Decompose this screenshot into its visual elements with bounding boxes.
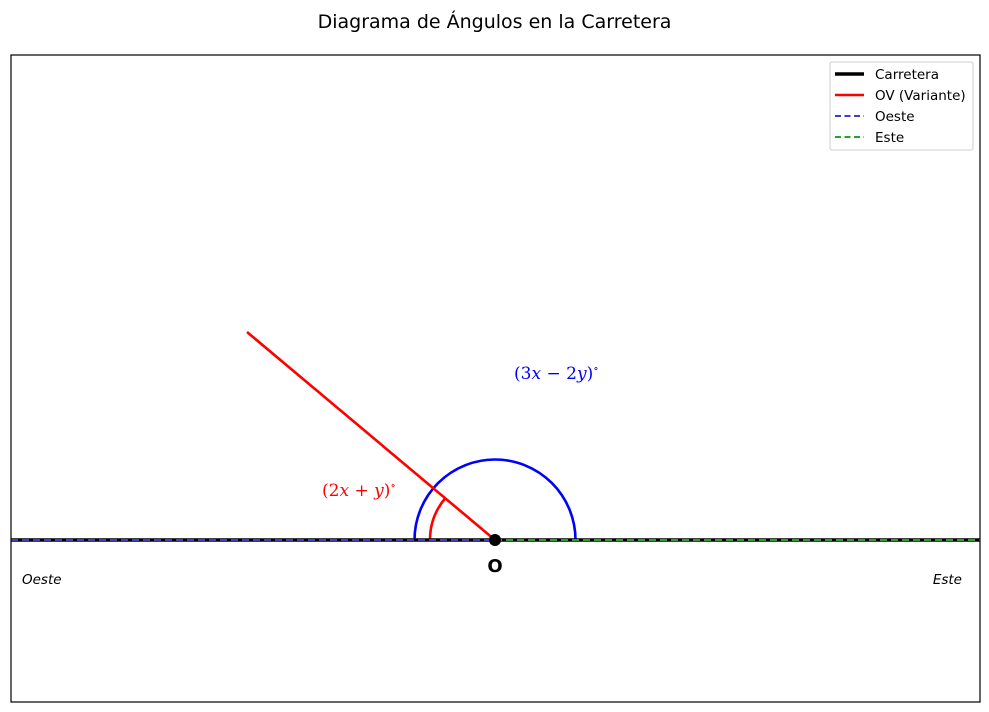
- legend-label-road: Carretera: [875, 67, 939, 83]
- legend: Carretera OV (Variante) Oeste Este: [829, 61, 974, 151]
- legend-label-variant: OV (Variante): [875, 88, 966, 104]
- east-label: Este: [933, 572, 962, 588]
- legend-entry-west: Oeste: [835, 109, 915, 125]
- figure-title: Diagrama de Ángulos en la Carretera: [318, 10, 672, 33]
- legend-label-west: Oeste: [875, 109, 915, 125]
- legend-entry-variant: OV (Variante): [835, 88, 966, 104]
- angle-arc-red: [428, 497, 447, 541]
- legend-entry-east: Este: [835, 130, 904, 146]
- west-label: Oeste: [22, 572, 62, 588]
- legend-box: [829, 61, 974, 151]
- origin-label: O: [487, 556, 502, 577]
- origin-point: [489, 534, 501, 546]
- legend-entry-road: Carretera: [835, 67, 939, 83]
- variant-line-ov: [246, 331, 496, 541]
- angle-label-blue: (3x − 2y)∘: [514, 362, 599, 384]
- angle-label-red: (2x + y)∘: [322, 479, 396, 501]
- angle-arc-blue: [413, 458, 577, 541]
- legend-label-east: Este: [875, 130, 904, 146]
- axes-frame: [10, 54, 981, 703]
